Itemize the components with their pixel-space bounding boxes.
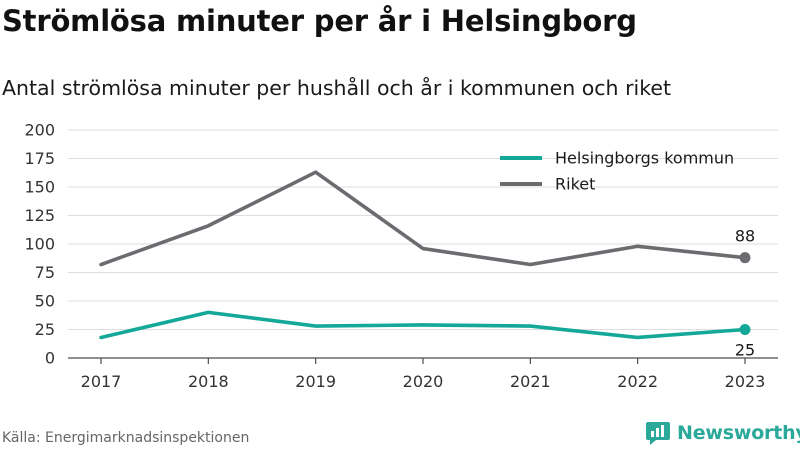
y-tick-label: 0 bbox=[45, 349, 55, 368]
y-tick-label: 175 bbox=[24, 149, 55, 168]
x-tick-label: 2023 bbox=[725, 372, 766, 391]
series-end-label-1: 88 bbox=[735, 227, 755, 246]
y-axis-ticks: 0 25 50 75 100 125 150 175 200 bbox=[24, 121, 55, 368]
y-tick-label: 75 bbox=[35, 263, 55, 282]
series-end-point-0 bbox=[739, 324, 751, 335]
series-end-point-1 bbox=[739, 252, 751, 264]
brand-logo: Newsworthy bbox=[645, 420, 800, 446]
x-tick-label: 2020 bbox=[403, 372, 444, 391]
x-axis: 2017 2018 2019 2020 2021 2022 2023 bbox=[81, 358, 766, 391]
y-tick-label: 25 bbox=[35, 320, 55, 339]
x-tick-label: 2022 bbox=[617, 372, 658, 391]
brand-name: Newsworthy bbox=[677, 422, 800, 444]
y-tick-label: 150 bbox=[24, 178, 55, 197]
series-end-label-0: 25 bbox=[735, 341, 755, 360]
x-tick-label: 2018 bbox=[188, 372, 229, 391]
series-lines: 25 88 bbox=[99, 170, 755, 360]
y-tick-label: 100 bbox=[24, 235, 55, 254]
series-line-1 bbox=[99, 170, 747, 267]
x-tick-label: 2021 bbox=[510, 372, 551, 391]
x-tick-label: 2017 bbox=[81, 372, 122, 391]
series-line-0 bbox=[99, 310, 747, 340]
legend-label-0: Helsingborgs kommun bbox=[555, 149, 734, 168]
y-tick-label: 200 bbox=[24, 121, 55, 140]
grid-lines bbox=[68, 129, 778, 359]
chart-title: Strömlösa minuter per år i Helsingborg bbox=[2, 4, 637, 38]
chart-subtitle: Antal strömlösa minuter per hushåll och … bbox=[2, 76, 671, 100]
legend-label-1: Riket bbox=[555, 175, 595, 194]
y-tick-label: 125 bbox=[24, 206, 55, 225]
source-note: Källa: Energimarknadsinspektionen bbox=[2, 430, 250, 446]
y-tick-label: 50 bbox=[35, 292, 55, 311]
newsworthy-logo-icon bbox=[646, 422, 670, 445]
legend: Helsingborgs kommun Riket bbox=[500, 149, 734, 194]
x-tick-label: 2019 bbox=[295, 372, 336, 391]
